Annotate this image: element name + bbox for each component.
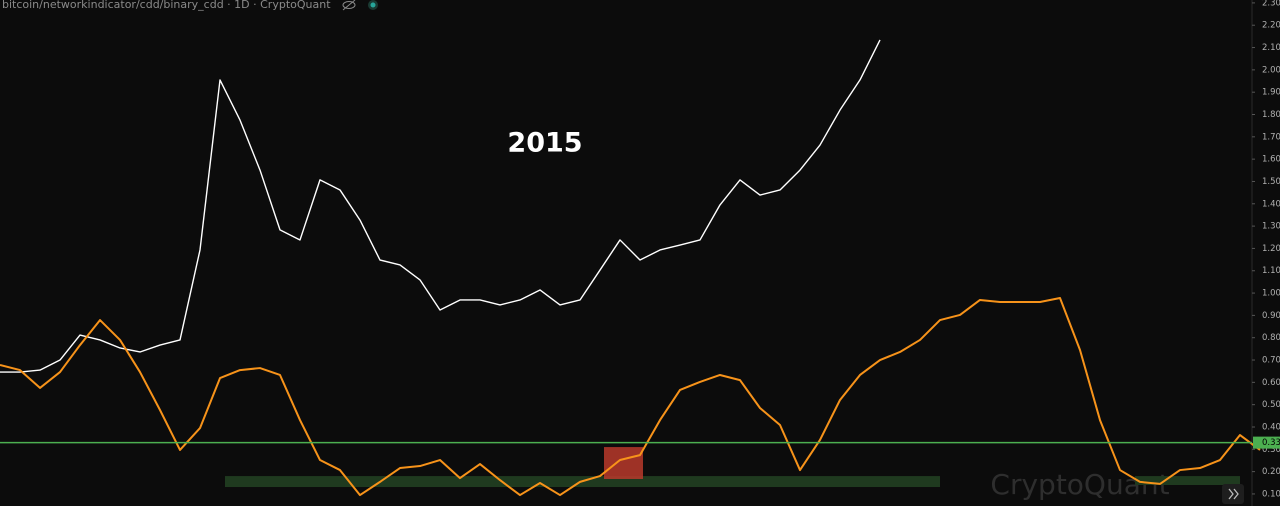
y-tick-label: 1.20	[1262, 244, 1280, 254]
y-tick-label: 1.40	[1262, 199, 1280, 209]
threshold-label: 0.33	[1262, 438, 1280, 448]
y-tick-label: 2.10	[1262, 43, 1280, 53]
y-tick-label: 2.00	[1262, 65, 1280, 75]
y-tick-label: 2.30	[1262, 0, 1280, 8]
chevron[interactable]	[1228, 488, 1239, 500]
series	[0, 39, 1261, 497]
y-tick-label: 0.50	[1262, 400, 1280, 410]
scroll-button[interactable]	[1222, 484, 1244, 504]
y-tick-label: 0.10	[1262, 489, 1280, 499]
y-tick-label: 0.30	[1262, 445, 1280, 455]
y-tick-label: 2.20	[1262, 21, 1280, 31]
eye[interactable]	[342, 1, 356, 9]
y-tick-label: 0.60	[1262, 378, 1280, 388]
y-tick-label: 0.80	[1262, 333, 1280, 343]
y-tick-label: 0.90	[1262, 311, 1280, 321]
y-tick-label: 0.70	[1262, 356, 1280, 366]
y-tick-label: 1.90	[1262, 88, 1280, 98]
y-tick-label: 1.50	[1262, 177, 1280, 187]
y-tick-label: 1.80	[1262, 110, 1280, 120]
zone	[1135, 476, 1240, 486]
y-tick-label: 0.40	[1262, 422, 1280, 432]
series-line	[0, 296, 1261, 497]
annotation: 2015	[507, 128, 582, 159]
y-tick-label: 1.10	[1262, 266, 1280, 276]
header: bitcoin/networkindicator/cdd/binary_cdd …	[2, 0, 331, 11]
y-tick-label: 1.00	[1262, 289, 1280, 299]
y-tick-label: 0.20	[1262, 467, 1280, 477]
y-tick-label: 1.70	[1262, 132, 1280, 142]
y-tick-label: 1.30	[1262, 222, 1280, 232]
eye-slash[interactable]	[342, 0, 356, 11]
y-axis: 0.10 0.20 0.30 0.40 0.50 0.60 0.70 0.80 0.90 1.00…	[1252, 0, 1280, 499]
y-tick-label: 1.60	[1262, 155, 1280, 165]
series-line	[0, 39, 881, 373]
status-dot	[370, 2, 376, 8]
threshold-badge	[1253, 436, 1280, 449]
zone	[604, 447, 643, 479]
visibility-icon[interactable]	[342, 0, 356, 11]
